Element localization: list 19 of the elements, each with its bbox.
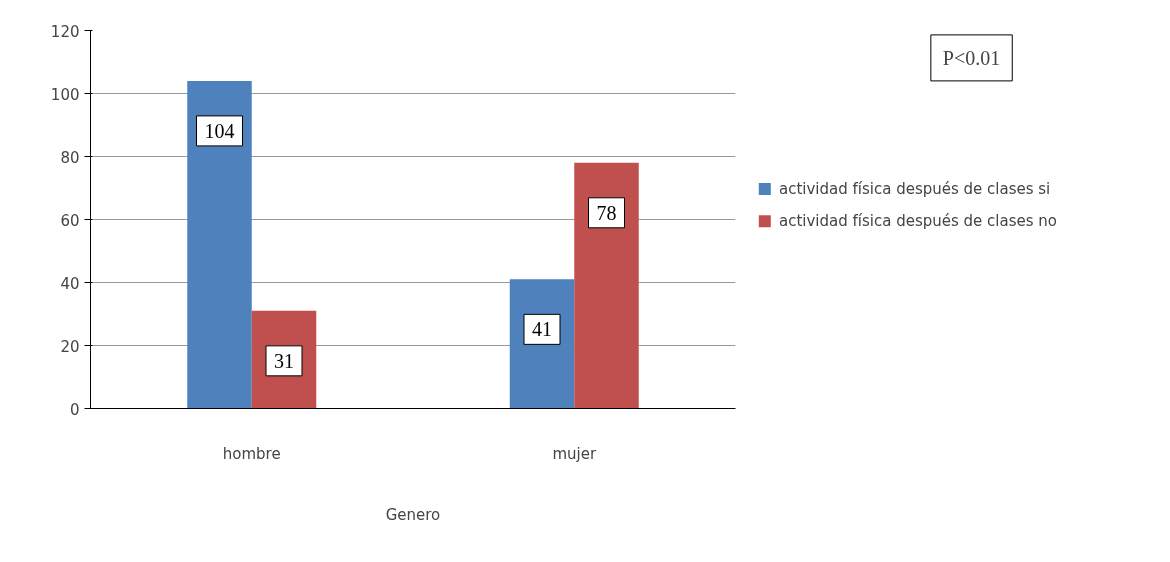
text: P<0.01 [942, 46, 1001, 69]
y-tick-label: 120 [50, 22, 80, 41]
legend-label: actividad física después de clases no [778, 212, 1057, 231]
data-label: 41 [532, 318, 552, 341]
legend-label: actividad física después de clases si [778, 179, 1051, 198]
y-tick-label: 100 [50, 85, 80, 104]
y-tick-label: 60 [60, 211, 80, 230]
y-tick-label: 20 [60, 337, 80, 356]
data-label: 31 [274, 349, 294, 372]
x-tick-label: hombre [222, 444, 281, 463]
data-label: 78 [596, 201, 617, 224]
y-tick-label: 80 [60, 148, 80, 167]
bar [187, 80, 252, 409]
x-tick-label: mujer [552, 444, 597, 463]
y-tick-label: 40 [60, 274, 80, 293]
bar [574, 162, 639, 409]
x-axis-title: Genero [385, 505, 441, 524]
data-label: 104 [204, 119, 235, 142]
y-tick-label: 0 [69, 400, 80, 419]
